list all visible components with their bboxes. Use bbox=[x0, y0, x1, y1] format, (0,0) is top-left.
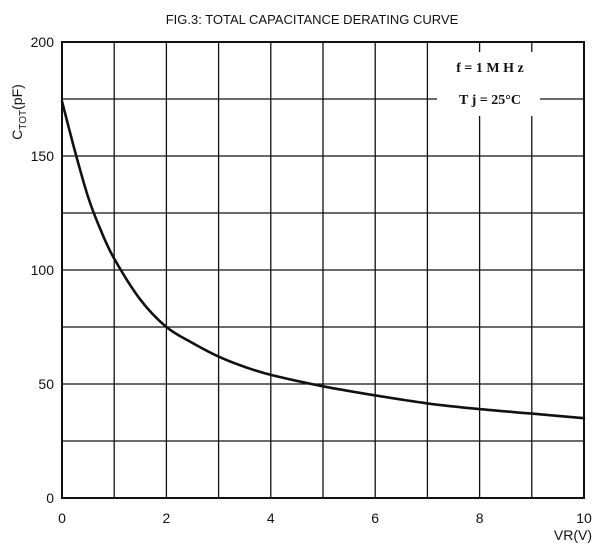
x-tick-label: 8 bbox=[476, 510, 484, 526]
x-tick-label: 10 bbox=[576, 510, 592, 526]
y-tick-labels: 0 50 100 150 200 bbox=[31, 34, 55, 506]
plot-frame bbox=[61, 41, 585, 499]
y-tick-label: 100 bbox=[31, 262, 55, 278]
y-tick-label: 50 bbox=[38, 376, 54, 392]
capacitance-curve bbox=[60, 100, 586, 420]
x-tick-label: 6 bbox=[371, 510, 379, 526]
annotation-frequency: f = 1 M H z bbox=[456, 61, 523, 76]
y-axis-label-unit: (pF) bbox=[9, 84, 25, 110]
y-tick-label: 200 bbox=[31, 34, 55, 50]
y-axis-label-sub: TOT bbox=[18, 110, 29, 130]
y-axis-label-main: C bbox=[9, 130, 25, 140]
x-tick-label: 4 bbox=[267, 510, 275, 526]
chart-title: FIG.3: TOTAL CAPACITANCE DERATING CURVE bbox=[166, 12, 459, 27]
y-axis-label: CTOT(pF) bbox=[9, 84, 29, 140]
grid-lines bbox=[62, 42, 584, 498]
y-tick-label: 150 bbox=[31, 148, 55, 164]
x-axis-label: VR(V) bbox=[554, 527, 592, 543]
x-tick-labels: 0 2 4 6 8 10 bbox=[58, 510, 592, 526]
annotation-box bbox=[437, 52, 540, 116]
x-tick-label: 0 bbox=[58, 510, 66, 526]
annotation-temperature: T j = 25°C bbox=[459, 93, 521, 108]
y-tick-label: 0 bbox=[46, 490, 54, 506]
x-tick-label: 2 bbox=[163, 510, 171, 526]
